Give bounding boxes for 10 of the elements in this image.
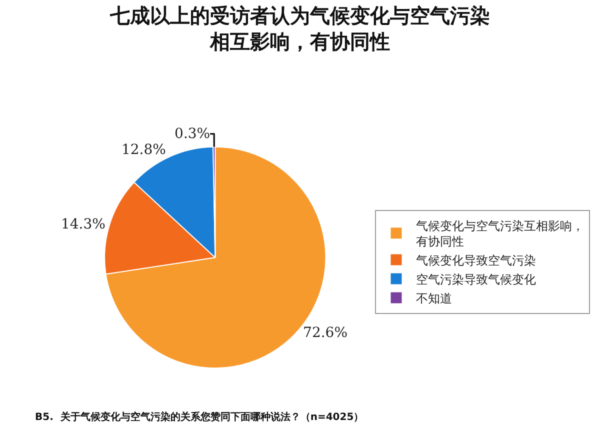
data-label: 0.3% — [174, 126, 210, 142]
data-label: 72.6% — [303, 324, 348, 341]
data-label: 14.3% — [60, 216, 106, 232]
legend-label: 气候变化与空气污染互相影响，有协同性 — [416, 219, 584, 249]
legend-label: 空气污染导致气候变化 — [416, 272, 536, 286]
legend-label: 气候变化导致空气污染 — [416, 253, 536, 268]
legend-label: 不知道 — [416, 291, 452, 306]
text: B5. 关于气候变化与空气污染的关系您赞同下面哪种说法？（n=4025） — [35, 411, 364, 423]
data-label: 12.8% — [121, 142, 166, 158]
chart-title: 七成以上的受访者认为气候变化与空气污染相互影响，有协同性 — [109, 3, 490, 54]
